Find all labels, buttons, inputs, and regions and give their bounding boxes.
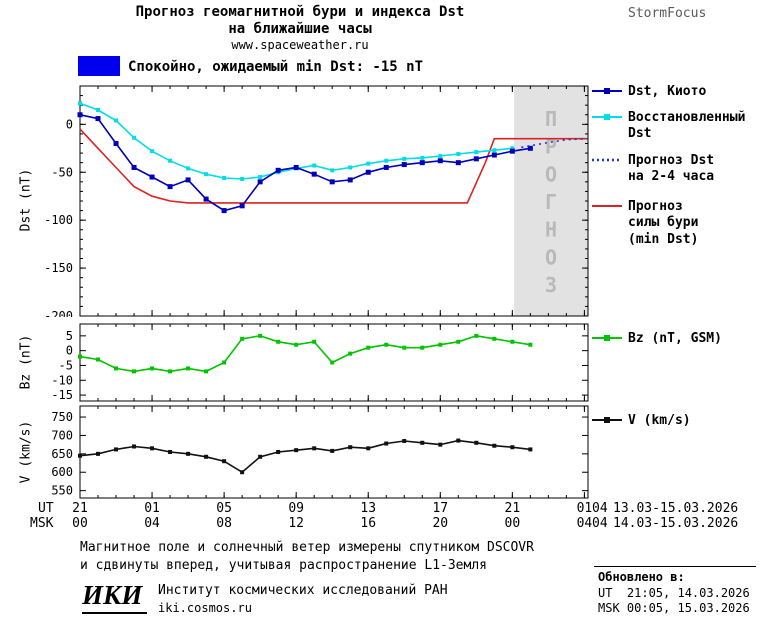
xaxis-ut-date-range: 13.03-15.03.2026 bbox=[613, 501, 739, 516]
storm-forecast-line-marker bbox=[592, 201, 622, 211]
xtick-ut: 01 bbox=[576, 501, 593, 516]
xtick-ut: 21 bbox=[72, 501, 88, 516]
svg-text:550: 550 bbox=[51, 484, 73, 498]
v-line-square-marker bbox=[592, 415, 622, 425]
reconstructed-line-square-marker bbox=[592, 112, 622, 122]
xaxis-ut-row: UT 04 13.03-15.03.2026 21 01 05 09 13 17 21 01 bbox=[0, 501, 760, 516]
bz-chart-panel: 50-5-10-15 bbox=[51, 323, 589, 402]
updated-label: Обновлено в: bbox=[598, 570, 685, 584]
updated-block-divider bbox=[594, 566, 756, 567]
forecast-dotted-line-marker bbox=[592, 155, 622, 165]
xaxis-msk-date-range: 14.03-15.03.2026 bbox=[613, 516, 739, 531]
legend-storm-forecast: Прогноз силы бури (min Dst) bbox=[592, 199, 758, 248]
svg-text:Н: Н bbox=[545, 218, 557, 242]
xaxis-ut-prefix: UT bbox=[38, 501, 54, 516]
svg-text:0: 0 bbox=[66, 117, 73, 131]
xaxis-msk-prefix: MSK bbox=[30, 516, 54, 531]
kyoto-line-square-marker bbox=[592, 86, 622, 96]
svg-text:650: 650 bbox=[51, 447, 73, 461]
institute-name: Институт космических исследований РАН bbox=[158, 583, 448, 598]
v-chart-panel: 750 700 650 600 550 bbox=[51, 405, 589, 499]
xaxis-msk-edge: 04 bbox=[592, 516, 608, 531]
xtick-ut: 09 bbox=[288, 501, 304, 516]
xtick-msk: 16 bbox=[360, 516, 377, 531]
storm-status-text: Спокойно, ожидаемый min Dst: -15 nT bbox=[128, 59, 424, 75]
legend-v: V (km/s) bbox=[592, 413, 758, 429]
legend-bz: Bz (nT, GSM) bbox=[592, 331, 758, 347]
xtick-ut: 17 bbox=[432, 501, 449, 516]
xtick-msk: 00 bbox=[72, 516, 88, 531]
xtick-ut: 01 bbox=[144, 501, 160, 516]
svg-text:700: 700 bbox=[51, 428, 73, 442]
svg-text:-10: -10 bbox=[51, 373, 73, 387]
svg-text:-50: -50 bbox=[51, 165, 73, 179]
svg-text:-5: -5 bbox=[59, 358, 73, 372]
data-source-note-line2: и сдвинуты вперед, учитывая распростране… bbox=[80, 558, 487, 573]
legend-dst-kyoto: Dst, Киото bbox=[592, 84, 758, 100]
legend-storm-forecast-label: Прогноз силы бури (min Dst) bbox=[628, 199, 699, 247]
legend-v-label: V (km/s) bbox=[628, 413, 691, 428]
storm-status-swatch bbox=[78, 56, 120, 76]
svg-text:600: 600 bbox=[51, 465, 73, 479]
xtick-ut: 05 bbox=[216, 501, 232, 516]
xtick-ut: 21 bbox=[504, 501, 521, 516]
updated-ut-time: UT 21:05, 14.03.2026 bbox=[598, 586, 750, 600]
brand-stormfocus: StormFocus bbox=[628, 6, 707, 21]
data-source-note-line1: Магнитное поле и солнечный ветер измерен… bbox=[80, 540, 534, 555]
page-title: Прогноз геомагнитной бури и индекса Dst bbox=[135, 4, 465, 20]
legend-reconstructed-dst: Восстановленный Dst bbox=[592, 110, 758, 143]
svg-text:-150: -150 bbox=[44, 261, 73, 275]
xtick-msk: 08 bbox=[216, 516, 232, 531]
legend-forecast-dst-label: Прогноз Dst на 2-4 часа bbox=[628, 153, 715, 185]
svg-text:Г: Г bbox=[545, 190, 557, 214]
svg-text:0: 0 bbox=[66, 344, 73, 358]
svg-text:З: З bbox=[545, 273, 557, 297]
xtick-msk: 04 bbox=[144, 516, 160, 531]
iki-logo: ИКИ bbox=[82, 580, 148, 614]
xtick-msk: 00 bbox=[504, 516, 521, 531]
svg-text:5: 5 bbox=[66, 329, 73, 343]
svg-text:-100: -100 bbox=[44, 213, 73, 227]
svg-text:750: 750 bbox=[51, 410, 73, 424]
xtick-msk: 04 bbox=[576, 516, 593, 531]
xtick-msk: 20 bbox=[432, 516, 449, 531]
svg-text:-200: -200 bbox=[44, 309, 73, 317]
svg-text:О: О bbox=[545, 162, 557, 186]
legend-forecast-dst: Прогноз Dst на 2-4 часа bbox=[592, 153, 758, 186]
xaxis-ut-edge: 04 bbox=[592, 501, 608, 516]
svg-text:-15: -15 bbox=[51, 388, 73, 402]
xtick-msk: 12 bbox=[288, 516, 304, 531]
site-url-link[interactable]: www.spaceweather.ru bbox=[231, 38, 369, 52]
updated-msk-time: MSK 00:05, 15.03.2026 bbox=[598, 601, 750, 615]
legend-bz-label: Bz (nT, GSM) bbox=[628, 331, 722, 346]
bz-line-square-marker bbox=[592, 333, 622, 343]
page-subtitle: на ближайшие часы bbox=[228, 21, 372, 37]
xaxis-msk-row: MSK 04 14.03-15.03.2026 00 04 08 12 16 20 00 04 bbox=[0, 516, 760, 531]
legend-reconstructed-dst-label: Восстановленный Dst bbox=[628, 110, 746, 142]
legend-dst-kyoto-label: Dst, Киото bbox=[628, 84, 707, 99]
svg-text:Р: Р bbox=[545, 135, 557, 159]
svg-text:П: П bbox=[545, 107, 557, 131]
svg-text:О: О bbox=[545, 245, 557, 269]
xtick-ut: 13 bbox=[360, 501, 377, 516]
institute-site-link[interactable]: iki.cosmos.ru bbox=[158, 601, 252, 615]
